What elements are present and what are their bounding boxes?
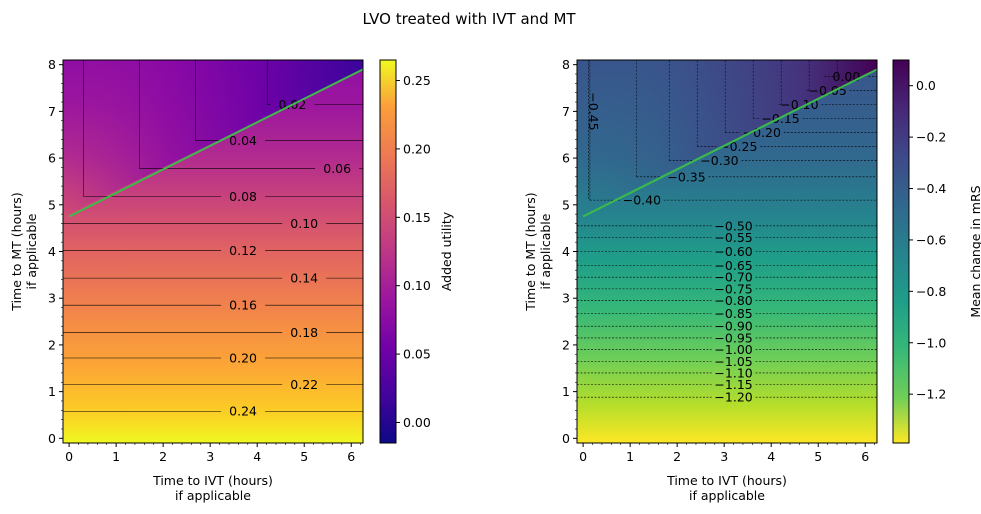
colorbar-tick-label: −0.6 <box>916 232 946 247</box>
x-tick-label: 3 <box>206 449 214 464</box>
y-tick-label: 7 <box>48 104 56 119</box>
x-tick-label: 1 <box>626 449 634 464</box>
x-tick-label: 3 <box>720 449 728 464</box>
contour-label: −0.80 <box>714 293 752 308</box>
colorbar-tick-label: −1.0 <box>916 335 946 350</box>
y-tick-label: 3 <box>562 291 570 306</box>
contour-label: −0.35 <box>667 169 705 184</box>
contour-label: −0.45 <box>586 92 601 130</box>
contour-label: −0.30 <box>700 153 738 168</box>
contour-label: −0.90 <box>714 319 752 334</box>
x-tick-label: 6 <box>861 449 869 464</box>
contour-label: −0.20 <box>743 125 781 140</box>
x-tick-label: 5 <box>300 449 308 464</box>
x-tick-label: 1 <box>112 449 120 464</box>
contour-label: −0.85 <box>714 306 752 321</box>
colorbar <box>379 59 397 444</box>
y-axis-label-sub: if applicable <box>538 213 553 289</box>
contour-label: 0.08 <box>229 189 257 204</box>
y-tick-label: 1 <box>48 384 56 399</box>
colorbar-tick-label: 0.05 <box>403 347 431 362</box>
colorbar-tick-label: 0.00 <box>403 415 431 430</box>
threshold-line <box>68 68 364 218</box>
x-axis-label-sub: if applicable <box>689 488 765 503</box>
y-tick-label: 6 <box>48 151 56 166</box>
colorbar <box>892 59 910 444</box>
contour-label: −1.10 <box>714 365 752 380</box>
colorbar-label: Added utility <box>439 211 454 291</box>
colorbar-tick-label: 0.25 <box>403 73 431 88</box>
colorbar-tick-label: −0.4 <box>916 181 946 196</box>
contour-label: −1.00 <box>714 342 752 357</box>
colorbar-label: Mean change in mRS <box>968 185 981 317</box>
figure-title: LVO treated with IVT and MT <box>362 10 576 28</box>
y-tick-label: 0 <box>48 431 56 446</box>
contour-label: 0.10 <box>290 216 318 231</box>
contour-label: −0.10 <box>780 97 818 112</box>
x-tick-label: 2 <box>673 449 681 464</box>
y-tick-label: 0 <box>562 431 570 446</box>
y-axis-label-sub: if applicable <box>24 213 39 289</box>
x-tick-label: 0 <box>65 449 73 464</box>
x-tick-label: 2 <box>159 449 167 464</box>
contour-label: −0.75 <box>714 281 752 296</box>
colorbar-tick-label: 0.10 <box>403 278 431 293</box>
colorbar-tick-label: 0.20 <box>403 141 431 156</box>
threshold-line <box>582 68 878 218</box>
contour-label: −0.50 <box>714 218 752 233</box>
y-tick-label: 7 <box>562 104 570 119</box>
upper-region-tint <box>577 60 877 217</box>
x-tick-label: 5 <box>814 449 822 464</box>
colorbar-tick-label: 0.0 <box>916 78 936 93</box>
contour-label: −0.60 <box>714 244 752 259</box>
contour-label: −0.55 <box>714 230 752 245</box>
colorbar-tick-label: −1.2 <box>916 387 946 402</box>
colorbar-tick-label: 0.15 <box>403 210 431 225</box>
contour-label: 0.06 <box>323 161 351 176</box>
contour-label: 0.16 <box>229 298 257 313</box>
x-axis-label-sub: if applicable <box>175 488 251 503</box>
contour-label: 0.24 <box>229 404 257 419</box>
x-axis-label: Time to IVT (hours) <box>152 473 273 488</box>
contour-label: −0.65 <box>714 258 752 273</box>
contour-label: 0.22 <box>290 377 318 392</box>
contour-label: −0.95 <box>714 330 752 345</box>
y-tick-label: 5 <box>48 197 56 212</box>
y-axis-label: Time to MT (hours) <box>9 192 24 311</box>
contour-label: −0.70 <box>714 270 752 285</box>
y-tick-label: 8 <box>48 57 56 72</box>
x-axis-label: Time to IVT (hours) <box>666 473 787 488</box>
right-panel: 0.00−0.05−0.10−0.15−0.20−0.25−0.30−0.35−… <box>523 57 981 503</box>
y-tick-label: 1 <box>562 384 570 399</box>
contour-label: −1.05 <box>714 354 752 369</box>
y-tick-label: 5 <box>562 197 570 212</box>
y-tick-label: 8 <box>562 57 570 72</box>
x-tick-label: 4 <box>253 449 261 464</box>
colorbar-tick-label: −0.2 <box>916 130 946 145</box>
contour-label: 0.14 <box>290 271 318 286</box>
contour-label: 0.20 <box>229 350 257 365</box>
contour-label: −0.40 <box>623 193 661 208</box>
contour-label: 0.00 <box>833 69 861 84</box>
y-tick-label: 2 <box>48 337 56 352</box>
contour-label: 0.12 <box>229 243 257 258</box>
x-tick-label: 6 <box>347 449 355 464</box>
x-tick-label: 0 <box>579 449 587 464</box>
contour-label: 0.18 <box>290 325 318 340</box>
y-axis-label: Time to MT (hours) <box>523 192 538 311</box>
y-tick-label: 4 <box>48 244 56 259</box>
contour-label: −0.05 <box>808 83 846 98</box>
y-tick-label: 6 <box>562 151 570 166</box>
x-tick-label: 4 <box>767 449 775 464</box>
upper-region-tint <box>63 60 363 217</box>
left-panel: 0.020.040.060.080.100.120.140.160.180.20… <box>9 57 454 503</box>
y-tick-label: 2 <box>562 337 570 352</box>
y-tick-label: 4 <box>562 244 570 259</box>
colorbar-tick-label: −0.8 <box>916 284 946 299</box>
y-tick-label: 3 <box>48 291 56 306</box>
contour-label: −1.20 <box>714 390 752 405</box>
contour-label: 0.04 <box>229 133 257 148</box>
contour-label: −1.15 <box>714 377 752 392</box>
